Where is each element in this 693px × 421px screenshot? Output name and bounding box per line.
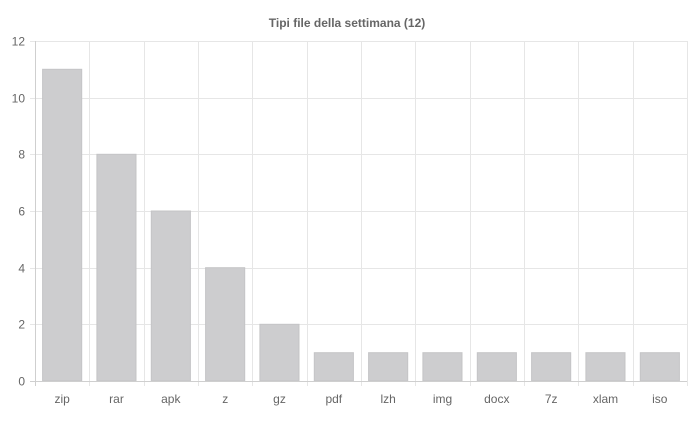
x-tick-label: docx bbox=[484, 392, 509, 406]
x-tick-label: apk bbox=[161, 392, 181, 406]
bar-lzh bbox=[368, 352, 409, 382]
bar-img bbox=[422, 352, 463, 382]
x-tick-label: rar bbox=[109, 392, 124, 406]
bars bbox=[42, 68, 680, 382]
bar-gz bbox=[259, 323, 300, 382]
x-tick-label: gz bbox=[273, 392, 286, 406]
x-tick-label: 7z bbox=[545, 392, 558, 406]
x-tick-label: iso bbox=[652, 392, 668, 406]
y-tick-label: 6 bbox=[18, 205, 25, 219]
bar-z bbox=[205, 267, 246, 382]
x-tick-label: pdf bbox=[325, 392, 342, 406]
grid-lines bbox=[30, 41, 688, 386]
y-tick-label: 8 bbox=[18, 148, 25, 162]
axes bbox=[30, 41, 687, 386]
x-tick-label: z bbox=[222, 392, 228, 406]
y-axis-tick-labels: 0 2 4 6 8 10 12 bbox=[12, 35, 26, 389]
y-tick-label: 10 bbox=[12, 92, 26, 106]
bar-pdf bbox=[313, 352, 354, 382]
x-axis-tick-labels: zip rar apk z gz pdf lzh img docx 7z xlam iso bbox=[55, 392, 668, 406]
bar-7z bbox=[531, 352, 572, 382]
chart-title: Tipi file della settimana (12) bbox=[269, 16, 426, 30]
bar-xlam bbox=[585, 352, 626, 382]
bar-zip bbox=[42, 68, 83, 382]
y-tick-label: 12 bbox=[12, 35, 26, 49]
x-tick-label: xlam bbox=[593, 392, 618, 406]
y-tick-label: 4 bbox=[18, 262, 25, 276]
bar-iso bbox=[639, 352, 680, 382]
x-tick-label: img bbox=[433, 392, 452, 406]
y-tick-label: 0 bbox=[18, 375, 25, 389]
bar-docx bbox=[476, 352, 517, 382]
bar-apk bbox=[150, 210, 191, 382]
y-tick-label: 2 bbox=[18, 318, 25, 332]
bar-rar bbox=[96, 153, 137, 382]
x-tick-label: lzh bbox=[381, 392, 396, 406]
x-tick-label: zip bbox=[55, 392, 71, 406]
